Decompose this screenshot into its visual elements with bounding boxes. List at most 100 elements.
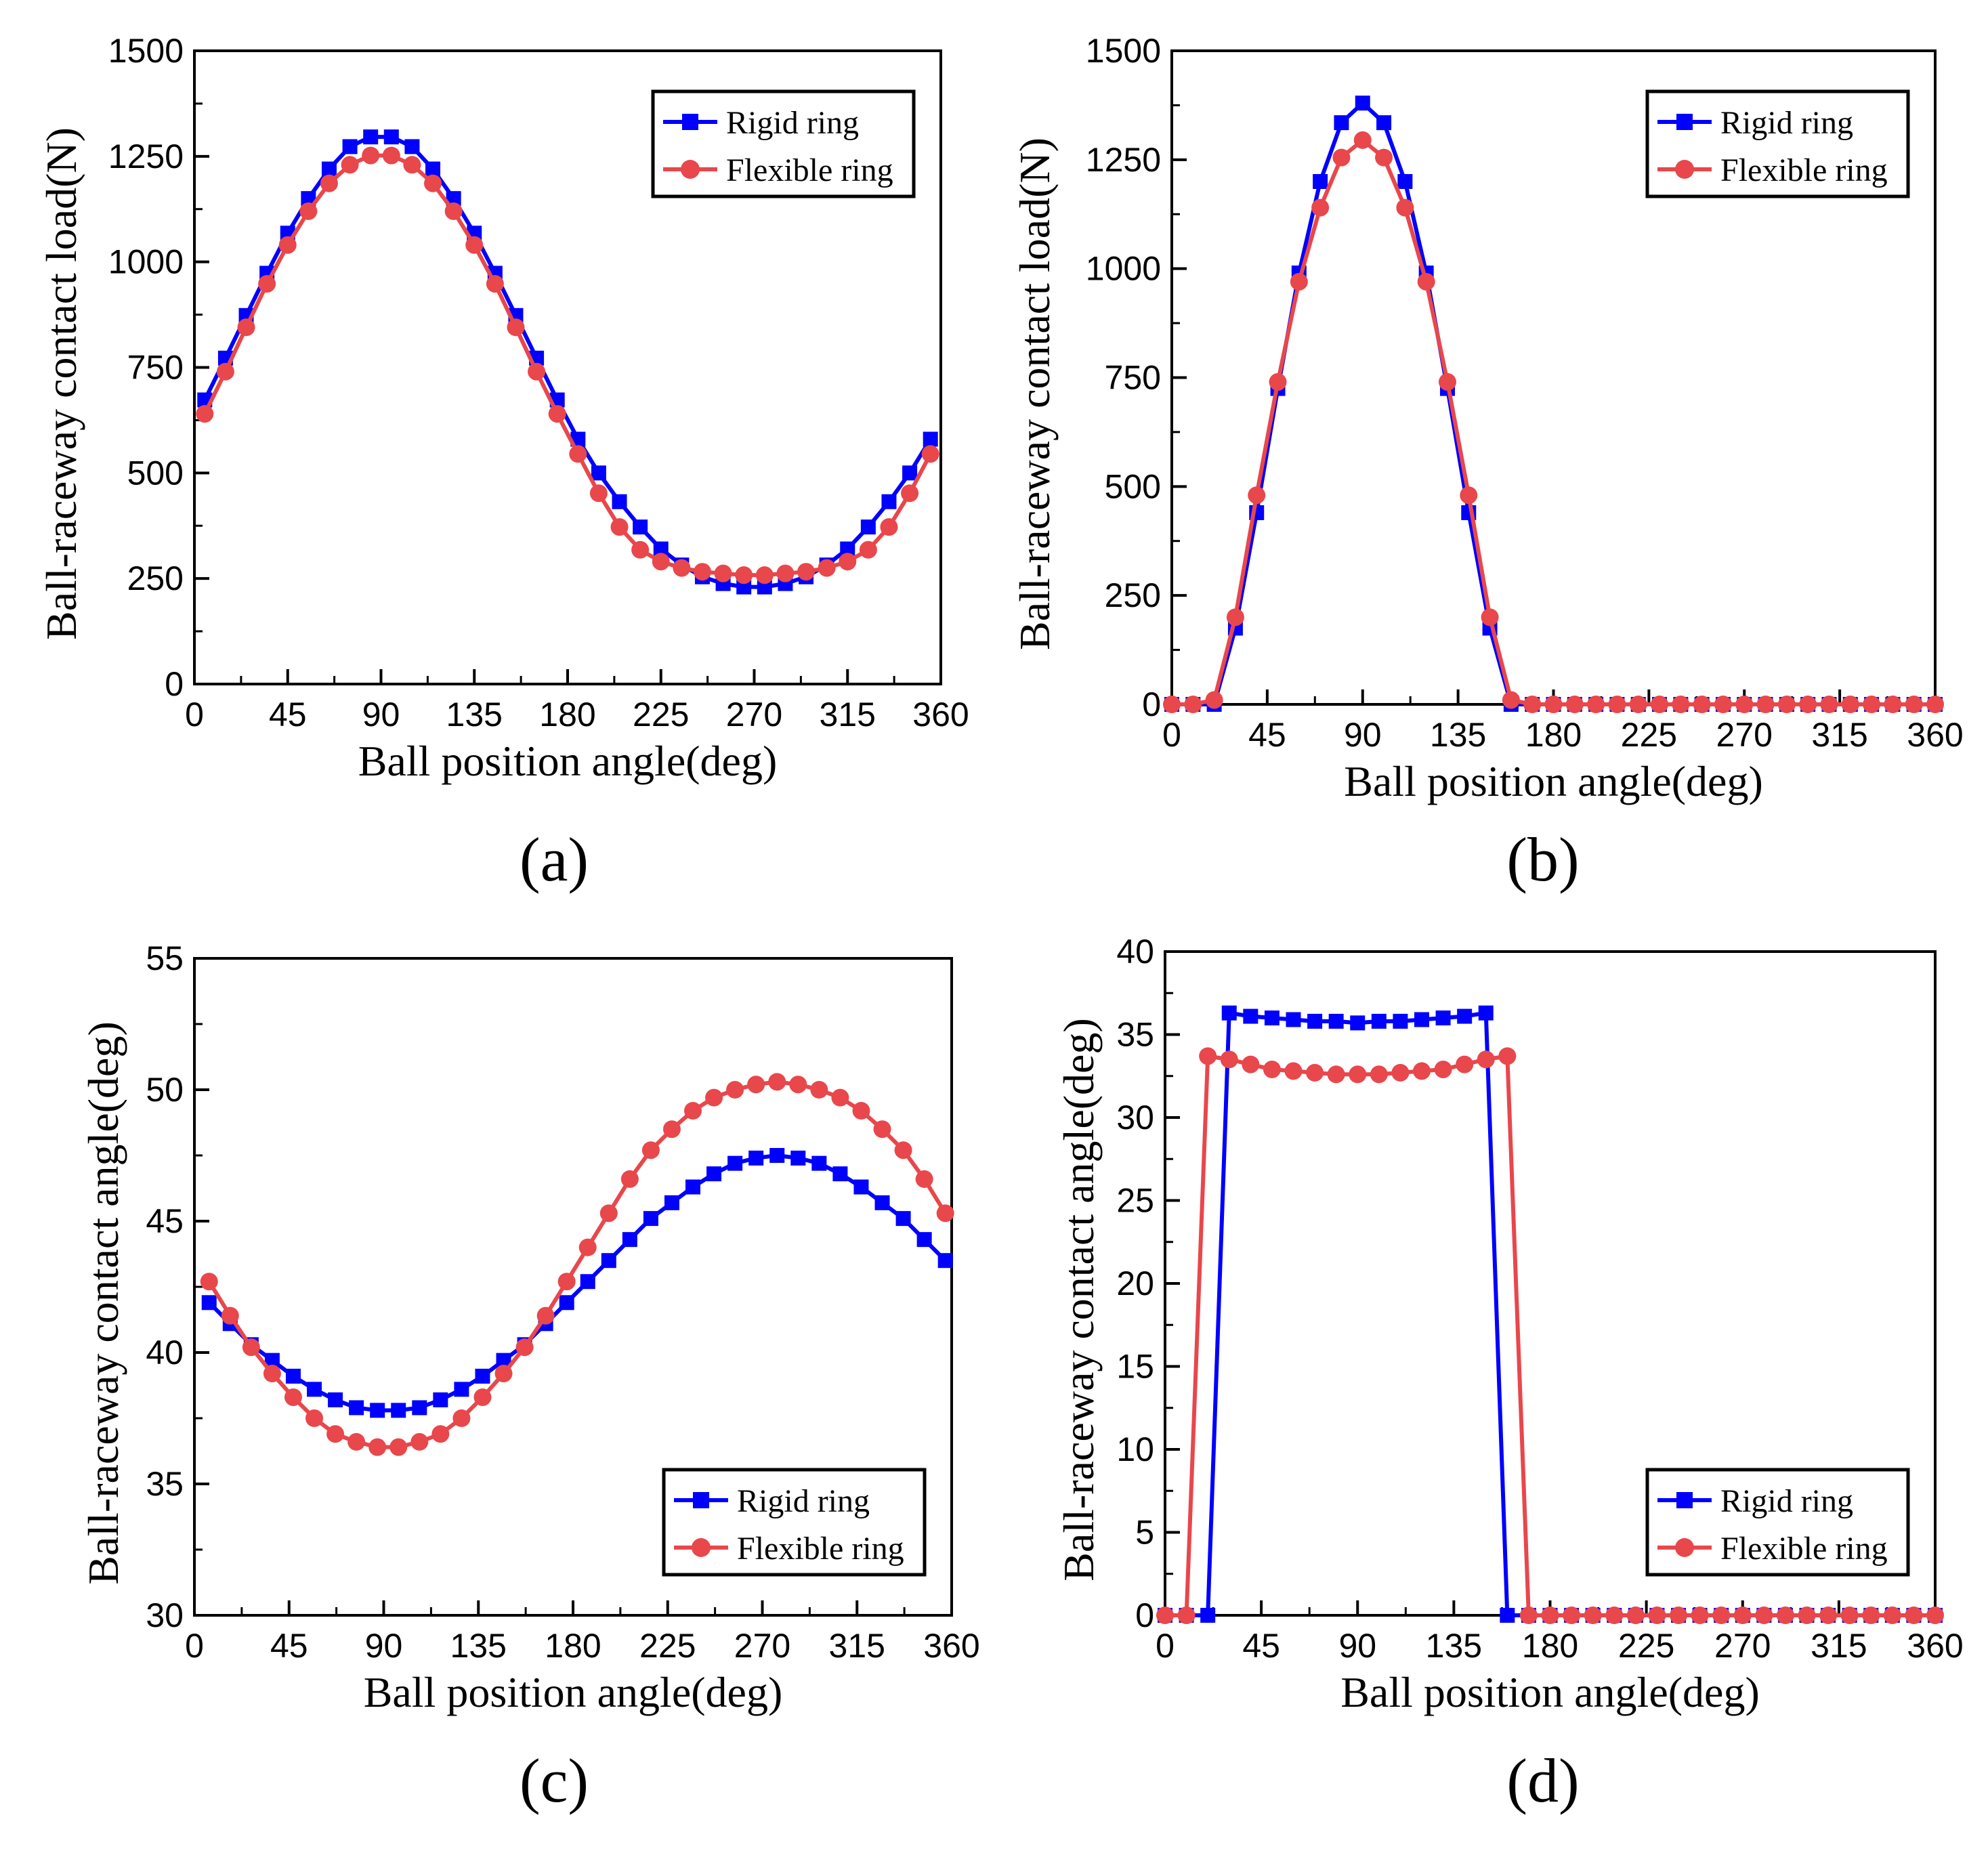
y-tick-label: 1250 xyxy=(108,137,184,175)
legend-label: Flexible ring xyxy=(1720,152,1888,188)
y-tick-label: 5 xyxy=(1135,1514,1154,1552)
data-point-circle xyxy=(1862,1607,1880,1624)
data-point-square xyxy=(328,1392,343,1407)
y-tick-label: 10 xyxy=(1116,1430,1154,1468)
data-point-circle xyxy=(1541,1607,1559,1624)
series-flexible-ring xyxy=(196,146,939,584)
data-point-circle xyxy=(299,202,318,220)
data-point-circle xyxy=(1284,1062,1303,1080)
y-tick-label: 750 xyxy=(127,349,184,387)
data-point-circle xyxy=(705,1088,723,1107)
data-point-square xyxy=(1243,1008,1259,1024)
data-point-square xyxy=(201,1295,217,1311)
data-point-square xyxy=(748,1150,764,1166)
legend: Rigid ring Flexible ring xyxy=(1645,89,1910,198)
data-point-circle xyxy=(242,1338,260,1357)
data-point-square xyxy=(1334,115,1349,131)
data-point-circle xyxy=(789,1076,807,1094)
data-point-circle xyxy=(444,202,463,220)
x-axis-title: Ball position angle(deg) xyxy=(358,737,778,785)
data-point-circle xyxy=(1205,691,1223,709)
data-point-square xyxy=(475,1368,490,1384)
y-axis-title: Ball-raceway contact load(N) xyxy=(1011,137,1059,650)
data-point-circle xyxy=(693,563,711,581)
x-tick-label: 45 xyxy=(1242,1627,1280,1665)
data-point-circle xyxy=(1629,696,1647,713)
x-axis-title: Ball position angle(deg) xyxy=(1344,757,1763,805)
x-tick-label: 45 xyxy=(1248,716,1286,754)
data-point-square xyxy=(321,161,337,177)
data-point-circle xyxy=(515,1338,534,1357)
data-point-circle xyxy=(714,564,732,582)
data-point-circle xyxy=(1926,696,1944,713)
data-point-circle xyxy=(200,1273,218,1291)
data-point-circle xyxy=(1840,1607,1859,1624)
data-point-circle xyxy=(1460,486,1478,505)
data-point-square xyxy=(307,1382,322,1397)
data-point-circle xyxy=(1477,1050,1495,1069)
data-point-circle xyxy=(424,174,442,192)
legend-marker-square xyxy=(693,1492,709,1508)
data-point-circle xyxy=(347,1432,366,1451)
legend-marker-circle xyxy=(1675,1538,1694,1557)
data-point-circle xyxy=(1651,696,1669,713)
x-tick-label: 180 xyxy=(1522,1627,1578,1665)
data-point-square xyxy=(1393,1013,1408,1029)
x-tick-label: 225 xyxy=(1618,1627,1674,1665)
series-line xyxy=(207,1153,947,1413)
y-tick-label: 45 xyxy=(146,1202,184,1240)
series-line xyxy=(203,153,933,578)
data-point-circle xyxy=(894,1141,912,1159)
y-axis-title: Ball-raceway contact angle(deg) xyxy=(1055,1018,1103,1581)
data-point-circle xyxy=(1776,1607,1794,1624)
x-tick-label: 315 xyxy=(1811,1627,1867,1665)
data-point-square xyxy=(1478,1005,1494,1021)
data-point-circle xyxy=(1841,696,1859,713)
data-point-circle xyxy=(839,553,857,571)
data-point-square xyxy=(433,1392,448,1407)
legend-marker-square xyxy=(1676,114,1693,130)
data-point-circle xyxy=(196,405,214,423)
data-point-circle xyxy=(1375,148,1393,167)
data-point-circle xyxy=(1353,131,1372,149)
legend: Rigid ring Flexible ring xyxy=(662,1468,927,1577)
x-tick-label: 270 xyxy=(726,696,782,733)
data-point-circle xyxy=(852,1102,870,1120)
data-point-circle xyxy=(1605,1607,1624,1624)
x-tick-label: 360 xyxy=(1907,1627,1963,1665)
legend-box xyxy=(1645,1468,1910,1577)
data-point-square xyxy=(727,1155,743,1171)
data-point-circle xyxy=(1177,1607,1196,1624)
data-point-circle xyxy=(1691,1607,1709,1624)
x-tick-label: 180 xyxy=(539,696,595,733)
data-point-square xyxy=(425,161,441,177)
data-point-circle xyxy=(1926,1607,1944,1624)
data-point-square xyxy=(811,1155,827,1171)
data-point-circle xyxy=(641,1141,660,1159)
x-tick-label: 135 xyxy=(1430,716,1486,754)
x-tick-label: 315 xyxy=(1811,716,1867,754)
x-tick-label: 135 xyxy=(1426,1627,1482,1665)
data-point-circle xyxy=(1563,1607,1581,1624)
data-point-circle xyxy=(221,1306,239,1325)
x-tick-label: 0 xyxy=(1162,716,1181,754)
data-point-circle xyxy=(1438,373,1456,391)
y-tick-label: 15 xyxy=(1116,1348,1154,1386)
x-tick-label: 180 xyxy=(1525,716,1582,754)
data-point-circle xyxy=(768,1073,786,1091)
y-tick-label: 35 xyxy=(1116,1016,1154,1054)
y-axis-title: Ball-raceway contact load(N) xyxy=(37,127,85,640)
x-tick-label: 315 xyxy=(820,696,876,733)
data-point-circle xyxy=(1733,1607,1752,1624)
data-point-circle xyxy=(1672,696,1690,713)
data-point-circle xyxy=(536,1306,555,1325)
legend-box xyxy=(651,89,916,198)
data-point-circle xyxy=(1434,1060,1452,1078)
data-point-circle xyxy=(1391,1063,1410,1082)
data-point-circle xyxy=(1523,696,1542,713)
data-point-square xyxy=(591,465,606,481)
data-point-square xyxy=(653,541,669,557)
legend-marker-square xyxy=(682,114,698,130)
data-point-square xyxy=(496,1353,511,1368)
